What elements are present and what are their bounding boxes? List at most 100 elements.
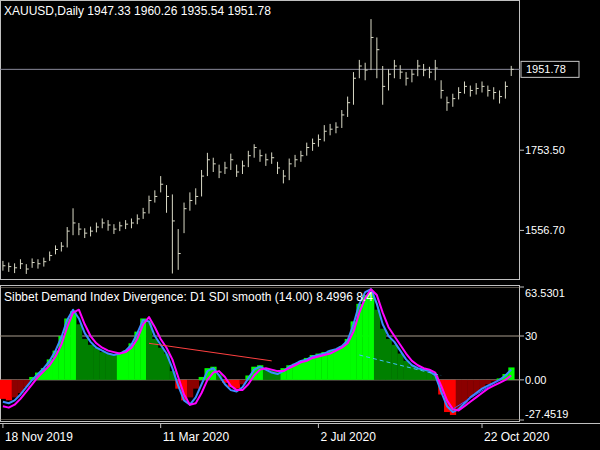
ohlc-close: [9, 266, 12, 267]
ohlc-close: [400, 72, 403, 73]
ohlc-range: [230, 154, 231, 170]
ohlc-close: [318, 139, 321, 140]
ohlc-close: [114, 229, 117, 230]
histogram-bar: [111, 355, 117, 380]
ohlc-close: [289, 163, 292, 164]
histogram-bar: [123, 351, 129, 380]
ohlc-range: [388, 69, 389, 90]
histogram-bar: [0, 380, 6, 399]
ohlc-close: [219, 172, 222, 173]
ohlc-close: [172, 220, 175, 221]
ohlc-range: [365, 63, 366, 81]
ohlc-range: [148, 196, 149, 214]
histogram-bar: [456, 380, 462, 409]
ohlc-close: [184, 208, 187, 209]
ohlc-range: [341, 110, 342, 128]
time-axis: [0, 423, 600, 424]
tick-label: 30: [525, 330, 537, 342]
chart-root: 1753.501556.701951.78XAUUSD,Daily 1947.3…: [0, 0, 600, 450]
ohlc-range: [505, 81, 506, 98]
ohlc-range: [242, 161, 243, 174]
divergence-line: [453, 380, 500, 409]
ohlc-range: [353, 72, 354, 105]
tick-label: 1556.70: [525, 224, 565, 236]
ohlc-range: [213, 158, 214, 172]
ohlc-range: [511, 66, 512, 76]
ohlc-range: [32, 258, 33, 267]
ohlc-range: [446, 97, 447, 111]
tick-label: -27.4519: [525, 408, 568, 420]
histogram-bar: [82, 339, 88, 380]
ohlc-close: [120, 225, 123, 226]
ohlc-close: [73, 222, 76, 223]
ohlc-close: [167, 196, 170, 197]
tick-label: 11 Mar 2020: [163, 430, 230, 444]
ohlc-close: [126, 224, 129, 225]
ohlc-close: [196, 196, 199, 197]
ohlc-range: [394, 60, 395, 78]
indicator-plot: [0, 287, 520, 420]
ohlc-close: [190, 200, 193, 201]
ohlc-range: [283, 170, 284, 183]
ohlc-range: [371, 19, 372, 70]
ohlc-range: [295, 155, 296, 167]
histogram-bar: [88, 345, 94, 380]
tick-mark: [520, 230, 524, 231]
frame: [1, 1, 520, 280]
indicator-line: [3, 289, 511, 412]
histogram-bar: [234, 380, 240, 389]
tick-label: 22 Oct 2020: [484, 430, 550, 444]
histogram-bar: [397, 354, 403, 380]
ohlc-range: [347, 97, 348, 117]
histogram-bar: [76, 324, 82, 380]
ohlc-close: [476, 88, 479, 89]
ohlc-close: [394, 66, 397, 67]
ohlc-close: [301, 155, 304, 156]
chart-title: Sibbet Demand Index Divergence: D1 SDI s…: [4, 290, 373, 304]
ohlc-range: [8, 263, 9, 272]
ohlc-close: [418, 66, 421, 67]
tick-mark: [520, 420, 524, 421]
tick-label: 0.00: [525, 374, 546, 386]
ohlc-close: [26, 269, 29, 270]
ohlc-close: [178, 253, 181, 254]
ohlc-range: [306, 143, 307, 156]
price-label-box: [521, 61, 579, 77]
ohlc-range: [441, 80, 442, 98]
divergence-line: [149, 343, 272, 361]
tick-mark: [520, 379, 524, 380]
ohlc-range: [324, 125, 325, 141]
ohlc-range: [417, 60, 418, 76]
ohlc-range: [67, 227, 68, 247]
ohlc-close: [330, 129, 333, 130]
ohlc-range: [119, 222, 120, 231]
ohlc-close: [283, 176, 286, 177]
ohlc-close: [242, 165, 245, 166]
ohlc-close: [447, 102, 450, 103]
ohlc-close: [32, 262, 35, 263]
ohlc-close: [225, 167, 228, 168]
ohlc-close: [266, 159, 269, 160]
ohlc-range: [201, 170, 202, 196]
grid-line: [0, 420, 520, 421]
tick-mark: [520, 150, 524, 151]
ohlc-close: [353, 78, 356, 79]
ohlc-close: [85, 233, 88, 234]
histogram-bar: [187, 380, 193, 398]
histogram-bar: [380, 329, 386, 380]
ohlc-close: [278, 167, 281, 168]
ohlc-range: [435, 60, 436, 80]
ohlc-range: [166, 185, 167, 213]
tick-mark: [160, 423, 161, 428]
ohlc-close: [96, 227, 99, 228]
histogram-bar: [403, 361, 409, 380]
ohlc-range: [493, 87, 494, 99]
ohlc-close: [348, 102, 351, 103]
ohlc-range: [318, 134, 319, 146]
tick-label: 1753.50: [525, 144, 565, 156]
histogram-bar: [105, 354, 111, 380]
ohlc-range: [376, 37, 377, 78]
ohlc-close: [38, 263, 41, 264]
price-plot: [0, 19, 520, 274]
ohlc-close: [412, 74, 415, 75]
